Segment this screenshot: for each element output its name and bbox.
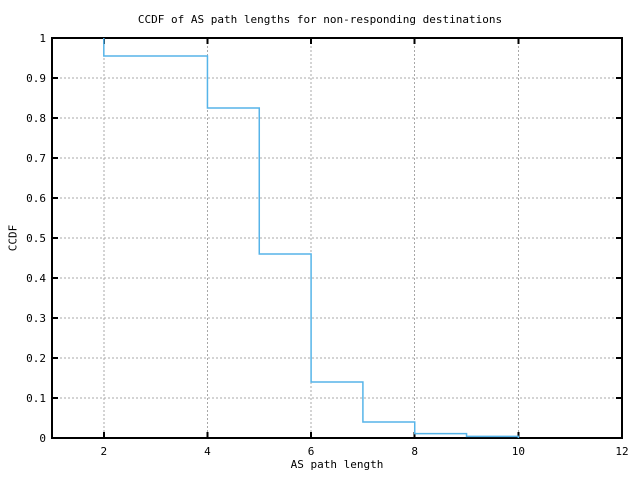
y-tick-label: 0.2 (26, 352, 46, 365)
y-tick-label: 0.4 (26, 272, 46, 285)
x-tick-label: 4 (204, 445, 211, 458)
y-tick-label: 0.6 (26, 192, 46, 205)
x-axis-label: AS path length (290, 458, 384, 471)
x-tick-label: 12 (615, 445, 628, 458)
y-tick-label: 1 (39, 32, 46, 45)
y-tick-label: 0.7 (26, 152, 46, 165)
y-tick-label: 0 (39, 432, 46, 445)
y-tick-label: 0.1 (26, 392, 46, 405)
x-tick-label: 10 (512, 445, 525, 458)
y-tick-label: 0.3 (26, 312, 46, 325)
x-tick-label: 6 (308, 445, 315, 458)
y-tick-label: 0.8 (26, 112, 46, 125)
chart-title: CCDF of AS path lengths for non-respondi… (137, 13, 503, 26)
y-tick-label: 0.5 (26, 232, 46, 245)
y-tick-label: 0.9 (26, 72, 46, 85)
ccdf-step-line (103, 38, 520, 438)
x-tick-label: 2 (101, 445, 108, 458)
x-tick-label: 8 (411, 445, 418, 458)
